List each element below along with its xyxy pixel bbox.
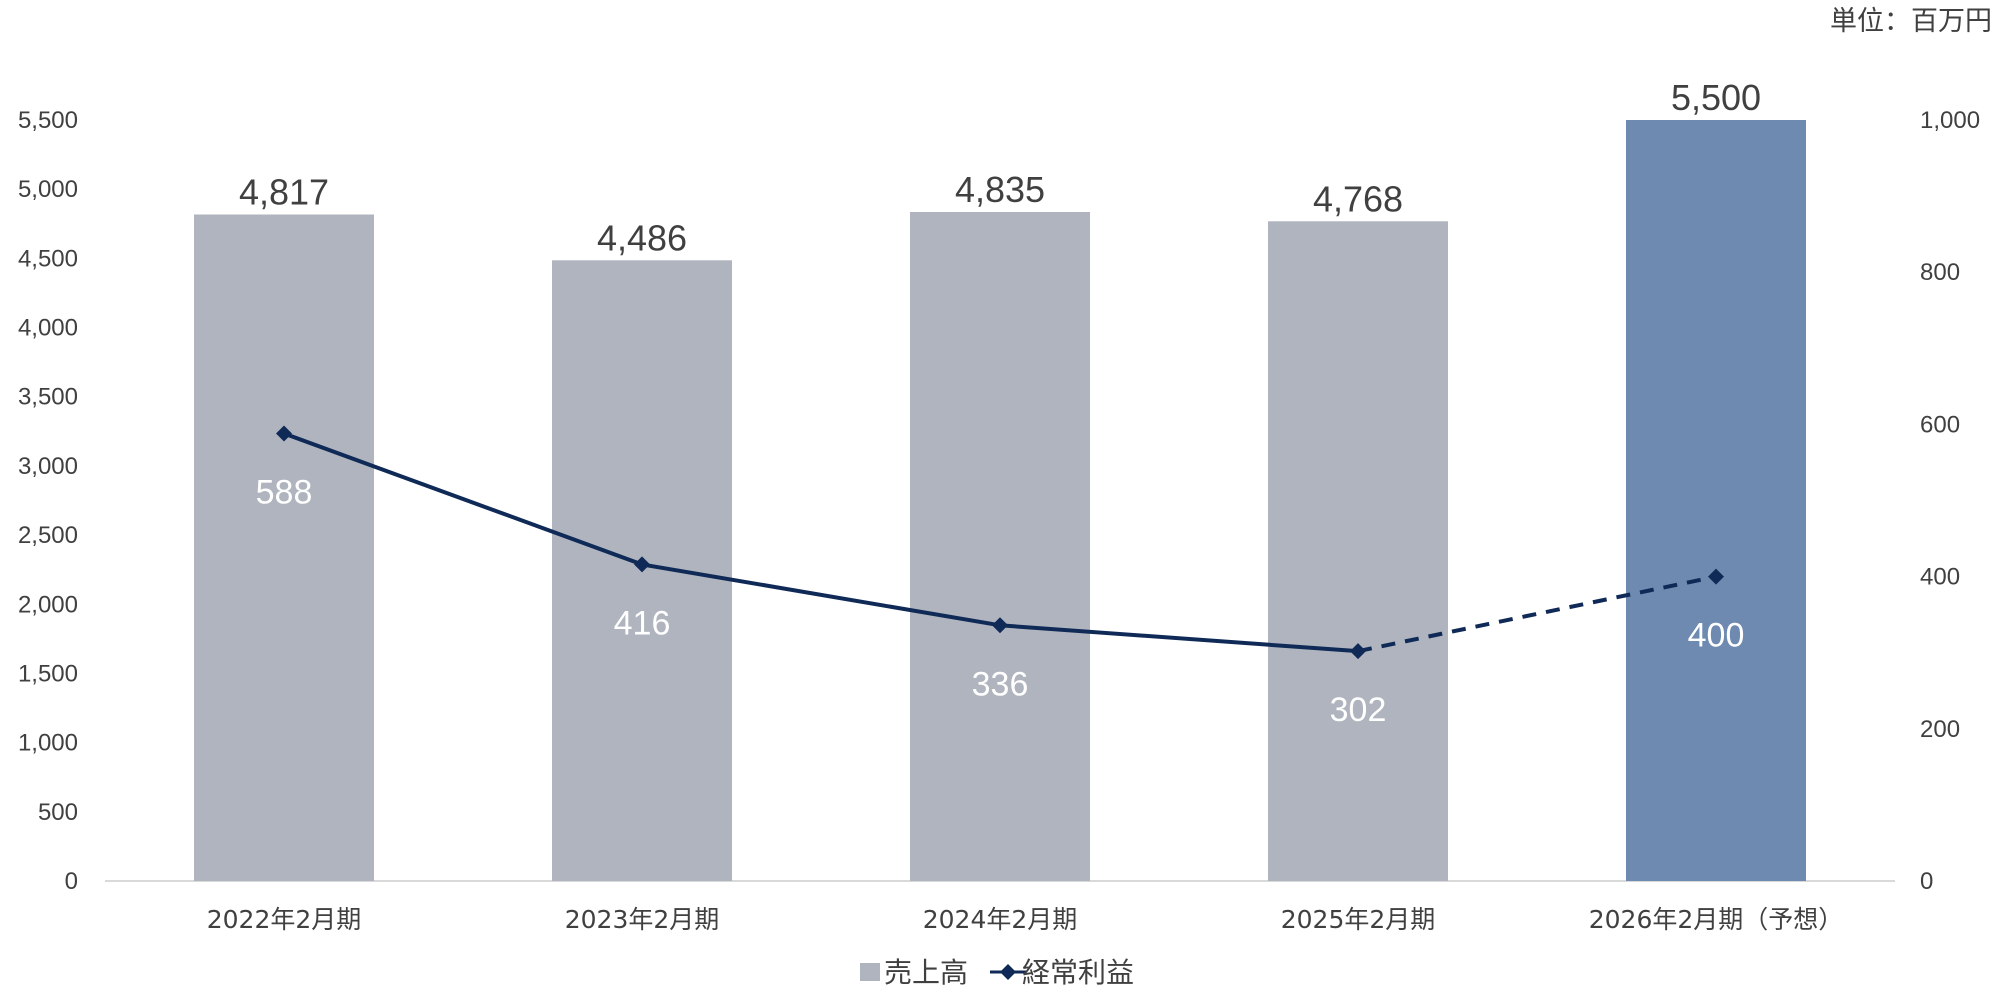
left-tick-label: 4,500 (18, 245, 78, 272)
left-tick-label: 4,000 (18, 315, 78, 342)
line-value-label: 336 (972, 665, 1029, 703)
bar-value-label: 4,486 (597, 217, 687, 258)
left-axis: 0 500 1,000 1,500 2,000 2,500 3,000 3,500 4,000 4… (18, 107, 78, 895)
line-value-label: 416 (614, 604, 671, 642)
left-tick-label: 5,000 (18, 176, 78, 203)
category-label: 2025年2月期 (1281, 905, 1436, 934)
legend: 売上高 経常利益 (860, 956, 1134, 989)
left-tick-label: 0 (65, 868, 78, 895)
line-diamond-marker (634, 556, 650, 573)
line-diamond-marker (992, 617, 1008, 634)
unit-label: 単位：百万円 (1830, 6, 1992, 37)
bar-value-label: 5,500 (1671, 77, 1761, 118)
bar (1626, 120, 1806, 881)
line-solid-segment (283, 431, 1359, 654)
bar (1268, 221, 1448, 882)
left-tick-label: 5,500 (18, 107, 78, 134)
right-tick-label: 600 (1920, 411, 1960, 438)
legend-bar-label: 売上高 (884, 956, 968, 989)
bar (194, 214, 374, 881)
legend-diamond-marker (1000, 964, 1016, 980)
line-series (276, 425, 1724, 660)
bar-value-label: 4,835 (955, 169, 1045, 210)
right-axis: 0 200 400 600 800 1,000 (1920, 107, 1980, 895)
line-value-label: 588 (256, 474, 313, 512)
left-tick-label: 500 (38, 799, 78, 826)
legend-bar-swatch (860, 963, 880, 981)
line-diamond-marker (1708, 568, 1724, 585)
right-tick-label: 0 (1920, 868, 1933, 895)
left-tick-label: 1,000 (18, 730, 78, 757)
right-tick-label: 400 (1920, 564, 1960, 591)
category-label: 2026年2月期（予想） (1589, 905, 1844, 934)
line-diamond-marker (1350, 643, 1366, 660)
left-tick-label: 2,500 (18, 522, 78, 549)
bar-value-label: 4,817 (239, 172, 329, 213)
category-labels: 2022年2月期 2023年2月期 2024年2月期 2025年2月期 2026年2月期… (207, 905, 1844, 934)
category-label: 2023年2月期 (565, 905, 720, 934)
category-label: 2024年2月期 (923, 905, 1078, 934)
bars-series (194, 120, 1806, 882)
right-tick-label: 200 (1920, 716, 1960, 743)
left-tick-label: 1,500 (18, 660, 78, 687)
left-tick-label: 3,000 (18, 453, 78, 480)
right-tick-label: 800 (1920, 259, 1960, 286)
line-value-label: 302 (1330, 691, 1387, 729)
line-value-label: 400 (1688, 617, 1745, 655)
left-tick-label: 2,000 (18, 591, 78, 618)
bar-value-label: 4,768 (1313, 178, 1403, 219)
category-label: 2022年2月期 (207, 905, 362, 934)
line-data-labels: 588 416 336 302 400 (256, 474, 1745, 730)
right-tick-label: 1,000 (1920, 107, 1980, 134)
left-tick-label: 3,500 (18, 384, 78, 411)
bar-data-labels: 4,817 4,486 4,835 4,768 5,500 (239, 77, 1761, 258)
line-dashed-segment (1357, 574, 1717, 654)
legend-line-label: 経常利益 (1022, 956, 1134, 989)
line-diamond-marker (276, 425, 292, 442)
bar (910, 212, 1090, 881)
